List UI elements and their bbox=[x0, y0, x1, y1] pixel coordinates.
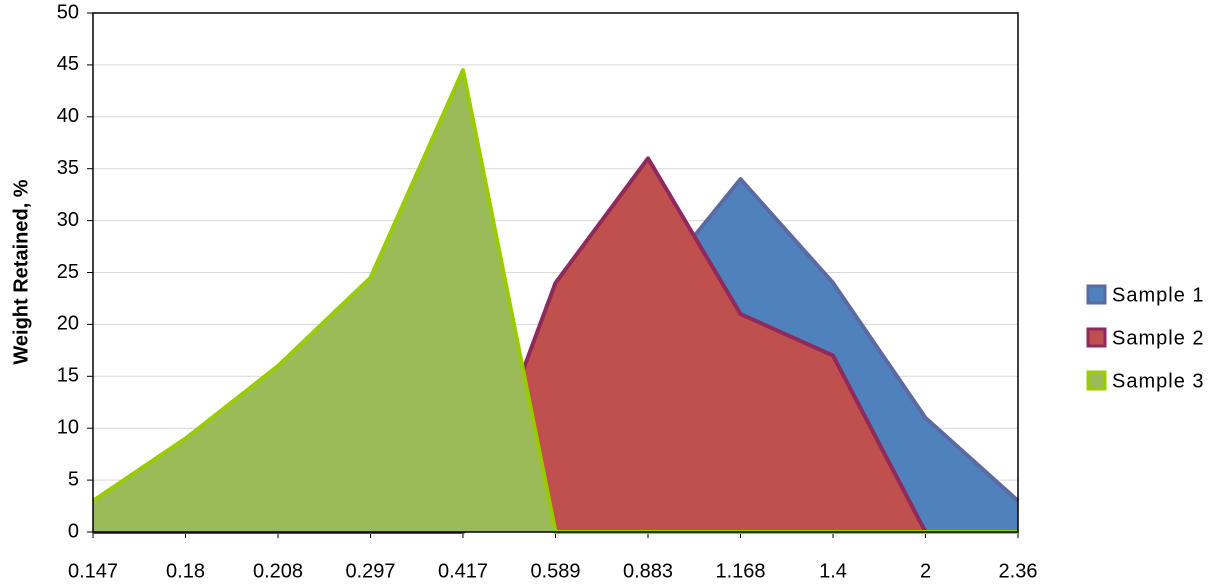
x-tick-label: 0.297 bbox=[345, 560, 395, 582]
y-tick-label: 35 bbox=[57, 157, 79, 179]
legend-label: Sample 3 bbox=[1112, 370, 1205, 392]
y-tick-label: 40 bbox=[57, 105, 79, 127]
y-tick-label: 15 bbox=[57, 365, 79, 387]
legend-swatch bbox=[1086, 284, 1107, 305]
x-tick-label: 0.147 bbox=[68, 560, 118, 582]
x-tick-label: 0.589 bbox=[530, 560, 580, 582]
y-tick-label: 10 bbox=[57, 416, 79, 438]
legend-swatch bbox=[1086, 370, 1107, 391]
y-tick-label: 20 bbox=[57, 313, 79, 335]
x-tick-label: 1.4 bbox=[819, 560, 847, 582]
x-tick-label: 0.18 bbox=[166, 560, 205, 582]
legend-label: Sample 1 bbox=[1112, 284, 1205, 306]
x-tick-label: 0.208 bbox=[253, 560, 303, 582]
area bbox=[93, 158, 1018, 532]
x-tick-label: 0.417 bbox=[438, 560, 488, 582]
x-tick-label: 0.883 bbox=[623, 560, 673, 582]
legend-swatch bbox=[1086, 327, 1107, 348]
x-tick-label: 1.168 bbox=[715, 560, 765, 582]
y-tick-label: 30 bbox=[57, 209, 79, 231]
y-tick-label: 50 bbox=[57, 1, 79, 23]
plot-frame bbox=[92, 12, 1019, 533]
y-tick-label: 45 bbox=[57, 53, 79, 75]
legend-label: Sample 2 bbox=[1112, 327, 1205, 349]
y-axis-label: Weight Retained, % bbox=[10, 179, 32, 364]
y-tick-label: 5 bbox=[68, 468, 79, 490]
area bbox=[93, 70, 1018, 532]
x-tick-label: 2 bbox=[920, 560, 931, 582]
y-tick-label: 25 bbox=[57, 261, 79, 283]
x-tick-label: 2.36 bbox=[999, 560, 1038, 582]
y-tick-label: 0 bbox=[68, 520, 79, 542]
